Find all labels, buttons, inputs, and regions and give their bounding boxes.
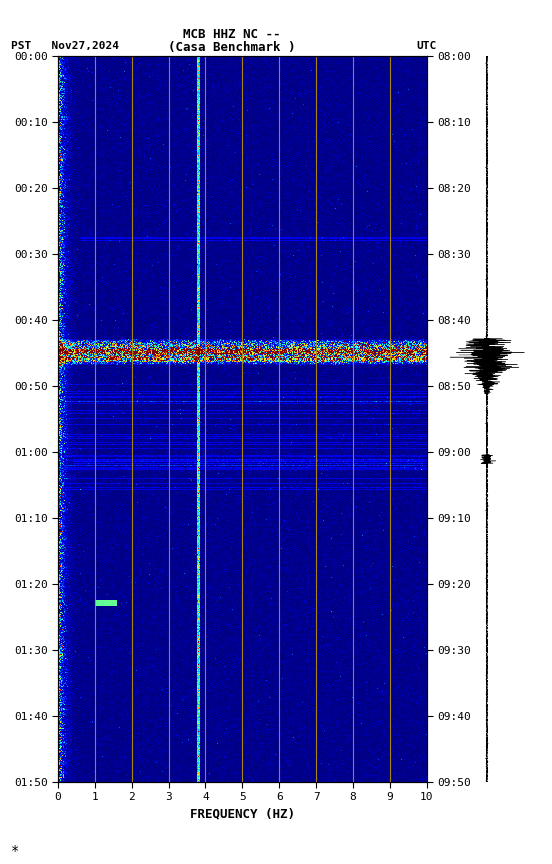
Text: UTC: UTC: [417, 41, 437, 52]
Text: MCB HHZ NC --: MCB HHZ NC --: [183, 28, 280, 41]
Text: (Casa Benchmark ): (Casa Benchmark ): [168, 41, 295, 54]
Text: PST   Nov27,2024: PST Nov27,2024: [11, 41, 119, 52]
X-axis label: FREQUENCY (HZ): FREQUENCY (HZ): [190, 808, 295, 821]
Text: *: *: [11, 844, 19, 858]
